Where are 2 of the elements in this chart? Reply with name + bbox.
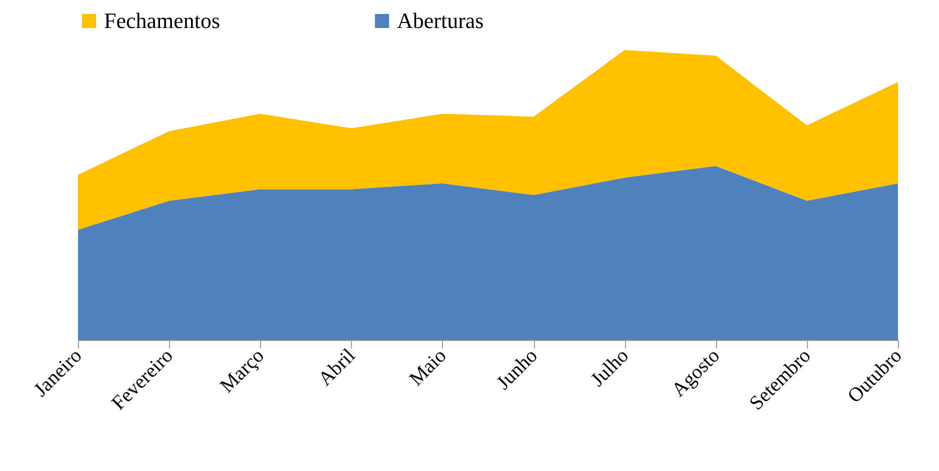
legend-label: Aberturas <box>397 8 484 33</box>
legend-label: Fechamentos <box>104 8 220 33</box>
